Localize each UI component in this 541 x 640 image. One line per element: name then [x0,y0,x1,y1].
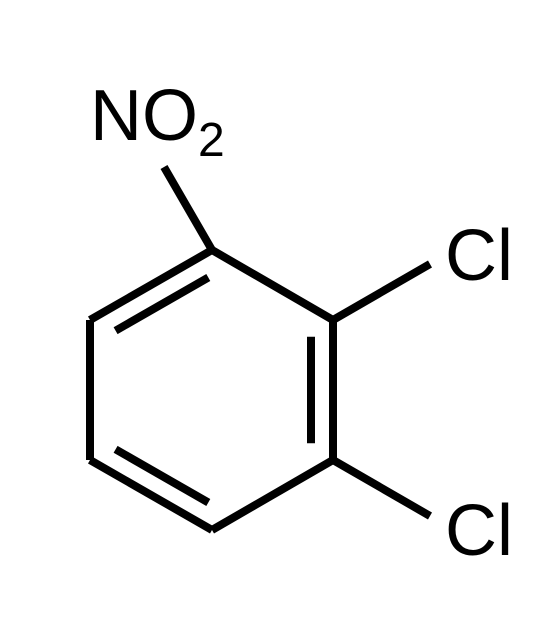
atom-label: Cl [445,216,513,296]
atom-label: NO2 [90,76,225,167]
molecule-diagram: NO2 Cl Cl [0,0,541,640]
bond-line [212,250,333,320]
bond-line [333,264,430,320]
bond-line [116,277,209,330]
atom-label: Cl [445,491,513,571]
bond-line [333,460,430,516]
bond-line [116,449,209,502]
bond-line [164,167,212,250]
bond-line [212,460,333,530]
